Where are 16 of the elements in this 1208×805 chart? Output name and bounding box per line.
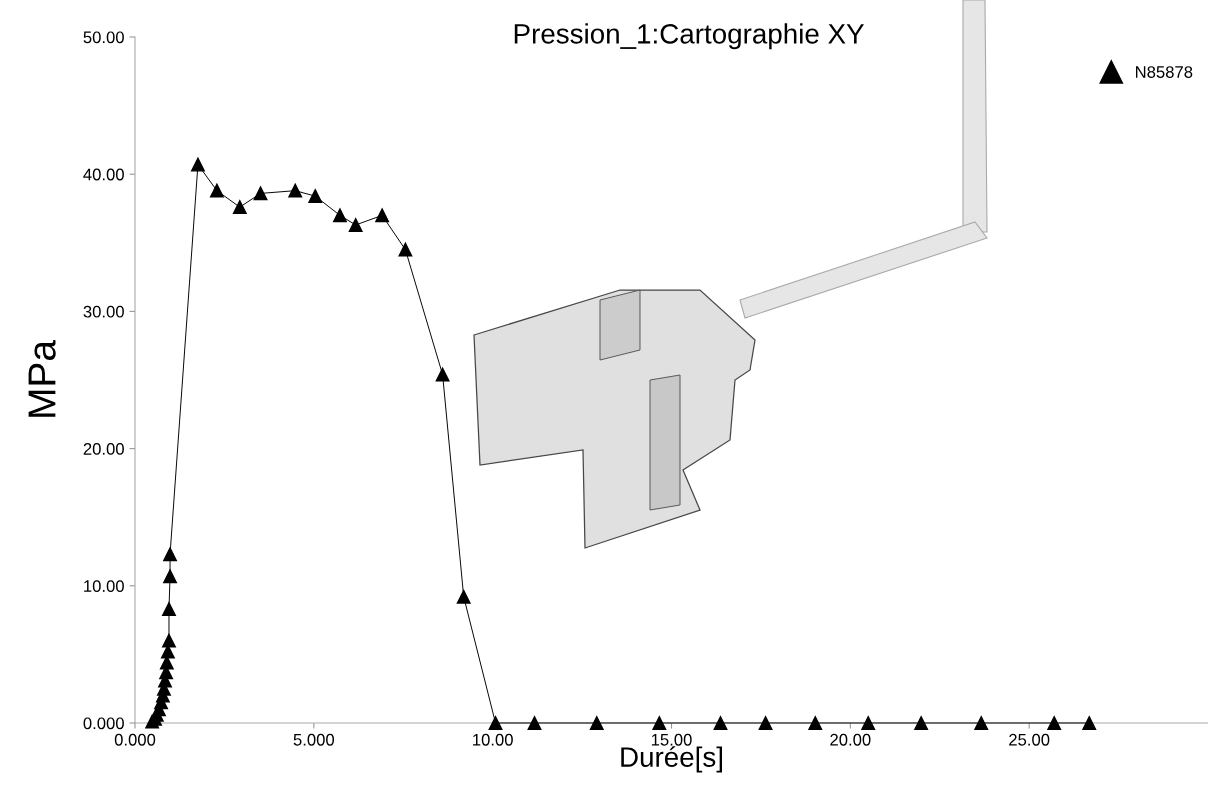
x-tick-label: 25.00 [1009, 733, 1050, 746]
x-tick-label: 20.00 [830, 733, 871, 746]
chart-title: Pression_1:Cartographie XY [514, 23, 864, 50]
y-tick-label: 30.00 [83, 305, 124, 318]
x-tick-label: 15.00 [651, 733, 692, 746]
legend-label: N85878 [1135, 66, 1193, 78]
y-tick-label: 0.000 [83, 717, 124, 730]
x-tick-label: 5.000 [293, 733, 335, 746]
x-tick-label: 10.00 [473, 733, 513, 746]
y-tick-label: 20.00 [83, 443, 124, 455]
y-axis-title: MPa [28, 340, 56, 417]
y-tick-label: 10.00 [84, 580, 124, 592]
y-tick-label: 40.00 [83, 168, 124, 181]
x-tick-label: 0.000 [114, 733, 156, 746]
y-tick-label: 50.00 [83, 31, 124, 44]
x-axis-title: Durée[s] [621, 746, 723, 773]
